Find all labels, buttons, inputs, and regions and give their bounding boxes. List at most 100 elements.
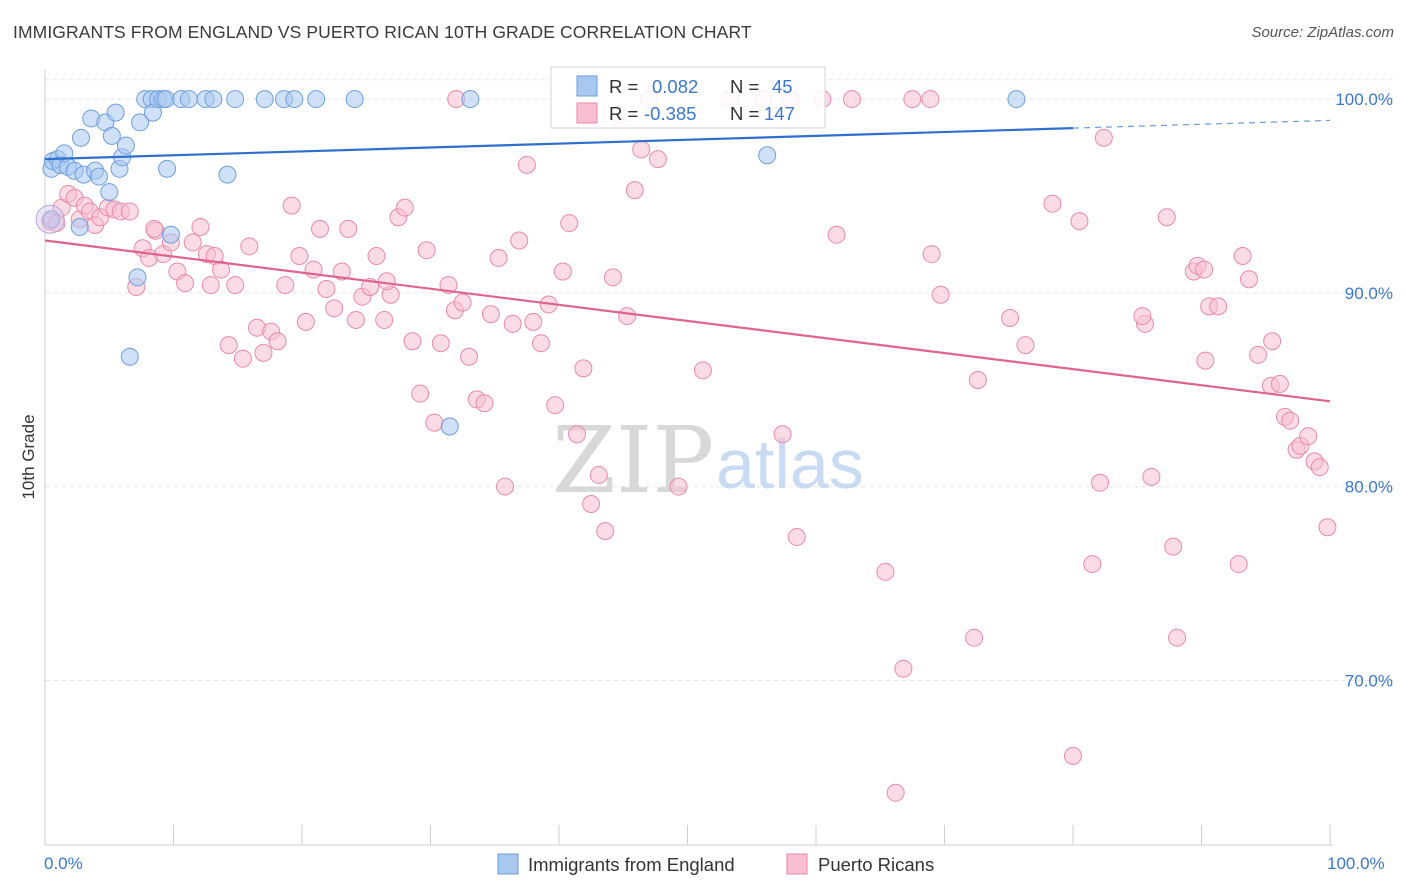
puerto-ricans-point-144 xyxy=(648,150,667,169)
stats-n-label-puerto-ricans: N = xyxy=(730,103,759,124)
puerto-ricans-point-88 xyxy=(693,361,712,380)
watermark-zip: ZIP xyxy=(552,407,714,514)
puerto-ricans-point-75 xyxy=(560,214,579,233)
england-point-31 xyxy=(179,90,198,109)
england-point-38 xyxy=(285,90,304,109)
puerto-ricans-point-130 xyxy=(1263,332,1282,351)
england-point-28 xyxy=(161,225,180,244)
y-tick-label-70: 70.0% xyxy=(1345,671,1393,690)
stats-n-value-england: 45 xyxy=(772,76,793,97)
puerto-ricans-points xyxy=(41,90,1337,802)
puerto-ricans-point-107 xyxy=(1043,194,1062,213)
puerto-ricans-point-104 xyxy=(968,371,987,389)
england-points xyxy=(35,90,1026,436)
puerto-ricans-point-140 xyxy=(145,219,164,238)
puerto-ricans-point-48 xyxy=(367,247,386,265)
y-axis-title: 10th Grade xyxy=(19,414,38,499)
legend-label-england[interactable]: Immigrants from England xyxy=(528,854,735,875)
puerto-ricans-point-43 xyxy=(332,262,351,281)
puerto-ricans-point-44 xyxy=(339,219,358,238)
england-point-33 xyxy=(204,90,223,109)
chart-title: IMMIGRANTS FROM ENGLAND VS PUERTO RICAN … xyxy=(13,22,752,42)
stats-n-label-england: N = xyxy=(730,76,759,97)
england-point-35 xyxy=(226,90,245,109)
stats-r-value-england: 0.082 xyxy=(652,76,698,97)
trend-lines xyxy=(44,119,1331,403)
stats-swatch-england xyxy=(576,75,598,97)
puerto-ricans-point-138 xyxy=(1310,458,1329,477)
chart-source: Source: ZipAtlas.com xyxy=(1251,24,1394,41)
puerto-ricans-point-38 xyxy=(296,312,315,331)
puerto-ricans-point-79 xyxy=(589,465,608,484)
puerto-ricans-point-13 xyxy=(120,202,139,221)
legend-swatch-england[interactable] xyxy=(497,853,519,875)
england-point-42 xyxy=(461,90,480,109)
puerto-ricans-point-139 xyxy=(1318,518,1337,537)
puerto-ricans-point-133 xyxy=(1281,411,1300,430)
puerto-ricans-point-85 xyxy=(632,140,651,159)
puerto-ricans-point-23 xyxy=(191,217,210,236)
puerto-ricans-point-94 xyxy=(827,225,846,244)
puerto-ricans-point-127 xyxy=(1240,270,1259,289)
england-point-26 xyxy=(156,90,175,109)
england-point-19 xyxy=(128,268,147,287)
england-trend-line xyxy=(44,127,1074,161)
puerto-ricans-point-121 xyxy=(1195,260,1214,279)
puerto-ricans-point-71 xyxy=(532,334,551,353)
puerto-ricans-point-97 xyxy=(894,659,913,678)
england-point-11 xyxy=(89,167,108,186)
puerto-ricans-point-76 xyxy=(567,425,586,444)
puerto-ricans-point-103 xyxy=(965,628,984,647)
puerto-ricans-point-83 xyxy=(618,307,637,326)
england-point-45 xyxy=(120,347,139,366)
puerto-ricans-point-56 xyxy=(425,413,444,432)
puerto-ricans-point-58 xyxy=(439,276,458,295)
puerto-ricans-point-53 xyxy=(403,332,422,351)
puerto-ricans-point-141 xyxy=(201,276,220,295)
legend-label-puerto-ricans[interactable]: Puerto Ricans xyxy=(818,854,934,875)
puerto-ricans-point-35 xyxy=(276,276,295,295)
puerto-ricans-trend-line xyxy=(44,239,1331,403)
y-axis-tick-labels: 70.0% 80.0% 90.0% 100.0% xyxy=(1335,90,1393,690)
stats-r-label-puerto-ricans: R = xyxy=(609,103,638,124)
puerto-ricans-point-81 xyxy=(603,268,622,287)
england-point-13 xyxy=(100,183,119,202)
puerto-ricans-point-73 xyxy=(546,396,565,415)
puerto-ricans-point-66 xyxy=(496,477,515,496)
puerto-ricans-point-45 xyxy=(346,310,365,329)
puerto-ricans-point-99 xyxy=(903,90,922,109)
puerto-ricans-point-36 xyxy=(282,196,301,215)
england-point-7 xyxy=(71,128,90,147)
puerto-ricans-point-102 xyxy=(931,285,950,304)
puerto-ricans-point-96 xyxy=(876,562,895,581)
puerto-ricans-point-64 xyxy=(481,305,500,324)
puerto-ricans-point-95 xyxy=(842,90,861,109)
puerto-ricans-point-60 xyxy=(453,293,472,312)
x-tick-label-max: 100.0% xyxy=(1327,854,1385,873)
stats-swatch-puerto-ricans xyxy=(576,102,598,124)
puerto-ricans-point-68 xyxy=(510,231,529,250)
puerto-ricans-point-117 xyxy=(1168,628,1187,647)
england-point-15 xyxy=(106,103,125,122)
puerto-ricans-point-84 xyxy=(625,181,644,200)
england-point-40 xyxy=(345,90,364,109)
puerto-ricans-point-109 xyxy=(1070,212,1089,231)
puerto-ricans-point-77 xyxy=(574,359,593,378)
puerto-ricans-point-110 xyxy=(1083,555,1102,574)
puerto-ricans-point-63 xyxy=(475,394,494,413)
puerto-ricans-point-34 xyxy=(268,332,287,351)
puerto-ricans-point-27 xyxy=(219,336,238,355)
puerto-ricans-point-91 xyxy=(787,527,806,546)
puerto-ricans-point-55 xyxy=(417,241,436,260)
puerto-ricans-point-111 xyxy=(1090,473,1109,492)
stats-r-value-puerto-ricans: -0.385 xyxy=(644,103,696,124)
y-tick-label-100: 100.0% xyxy=(1335,90,1393,109)
legend-swatch-puerto-ricans[interactable] xyxy=(786,853,808,875)
puerto-ricans-point-112 xyxy=(1094,128,1113,147)
puerto-ricans-point-30 xyxy=(240,237,259,256)
england-point-43 xyxy=(758,146,777,165)
puerto-ricans-point-42 xyxy=(325,299,344,318)
england-point-41 xyxy=(440,417,459,436)
stats-n-value-puerto-ricans: 147 xyxy=(764,103,795,124)
